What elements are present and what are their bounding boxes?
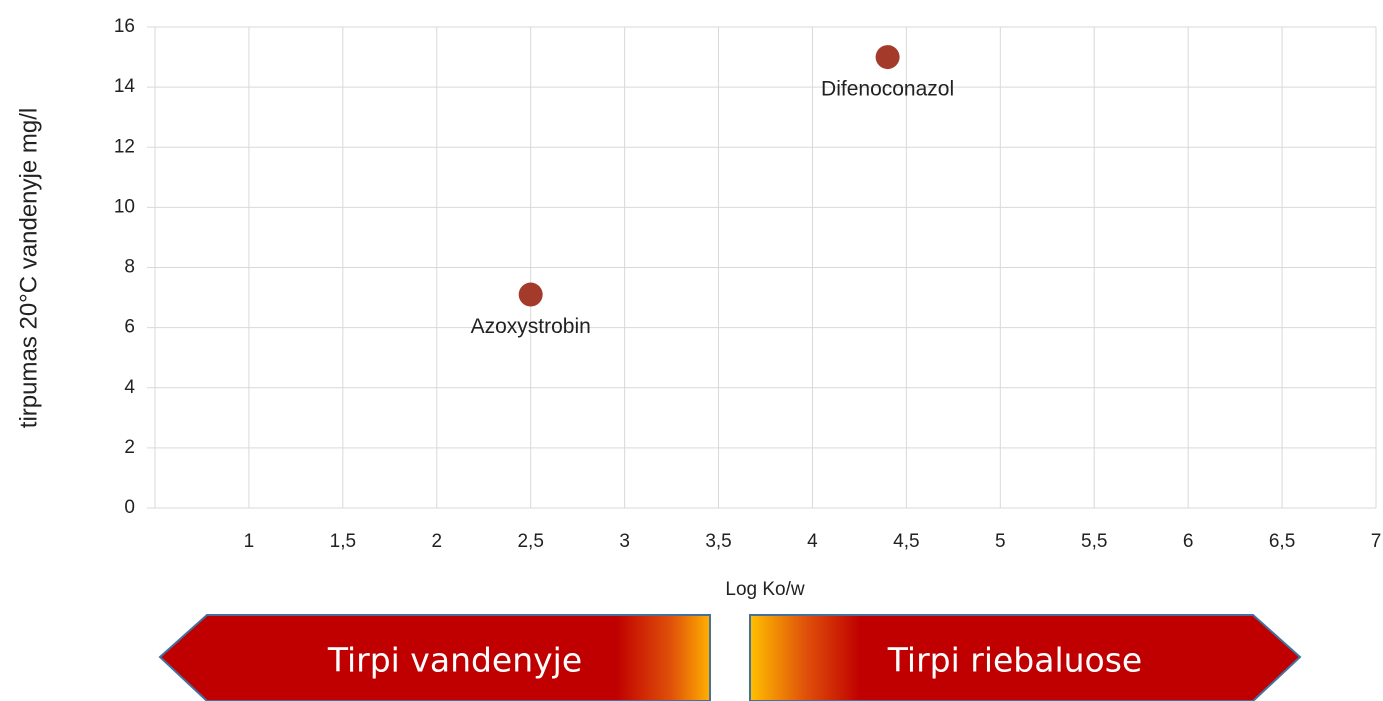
y-tick-label: 6 xyxy=(124,317,135,338)
point-label: Difenoconazol xyxy=(821,78,954,101)
point xyxy=(518,282,543,307)
x-tick-label: 5,5 xyxy=(1081,531,1107,552)
y-axis-label: tirpumas 20°C vandenyje mg/l xyxy=(15,108,42,428)
x-tick-label: 4,5 xyxy=(893,531,919,552)
x-tick-label: 6 xyxy=(1183,531,1194,552)
y-tick-label: 12 xyxy=(114,136,135,157)
right-arrow xyxy=(749,614,1302,701)
x-tick-label: 1,5 xyxy=(330,531,356,552)
y-tick-label: 2 xyxy=(124,437,135,458)
x-tick-label: 7 xyxy=(1371,531,1382,552)
y-tick-label: 4 xyxy=(124,377,135,398)
x-tick-label: 3 xyxy=(619,531,630,552)
x-tick-label: 4 xyxy=(807,531,818,552)
y-tick-label: 0 xyxy=(124,497,135,518)
y-tick-label: 14 xyxy=(114,76,136,97)
x-axis-label: Log Ko/w xyxy=(725,579,804,600)
x-tick-label: 2 xyxy=(431,531,442,552)
left-arrow xyxy=(158,614,711,701)
y-tick-label: 16 xyxy=(114,16,135,37)
arrow-label: Tirpi vandenyje xyxy=(327,641,582,680)
y-tick-label: 10 xyxy=(114,196,135,217)
point xyxy=(875,45,900,70)
arrow-label: Tirpi riebaluose xyxy=(887,641,1142,680)
point-label: Azoxystrobin xyxy=(471,315,591,338)
y-tick-label: 8 xyxy=(124,257,135,278)
x-tick-label: 5 xyxy=(995,531,1006,552)
x-tick-label: 6,5 xyxy=(1269,531,1295,552)
x-tick-label: 2,5 xyxy=(517,531,543,552)
x-tick-label: 1 xyxy=(244,531,255,552)
x-tick-label: 3,5 xyxy=(705,531,731,552)
